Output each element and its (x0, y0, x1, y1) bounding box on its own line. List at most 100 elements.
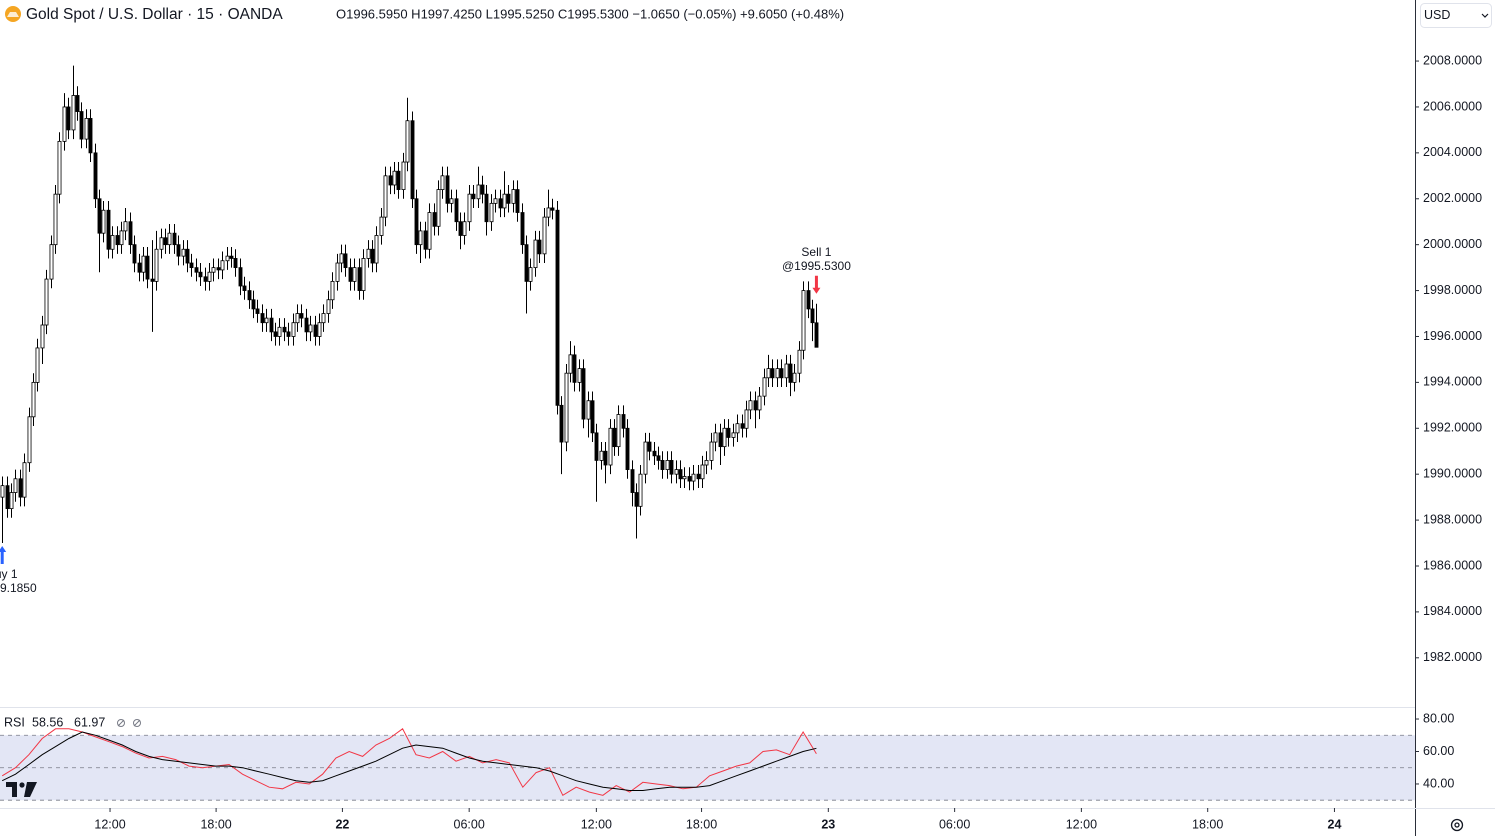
candle-body (207, 271, 212, 282)
candle-body (775, 368, 780, 379)
candle-body (9, 492, 14, 510)
candle-body (299, 313, 304, 319)
candle-body (388, 175, 393, 186)
indicator-icons[interactable] (117, 719, 141, 727)
candle-body (502, 193, 507, 209)
candle-body (128, 221, 133, 246)
symbol-icon-bars (7, 12, 19, 17)
candle-body (440, 175, 445, 190)
candle-body (594, 432, 599, 461)
candle-body (159, 237, 164, 250)
candle-body (462, 221, 467, 236)
y-tick-label: 2006.0000 (1423, 99, 1482, 113)
candle-body (163, 237, 168, 246)
candle-body (524, 244, 529, 282)
x-tick-label: 18:00 (1192, 817, 1223, 831)
candle-body (542, 216, 547, 255)
candle-body (57, 140, 62, 195)
candle-body (379, 216, 384, 236)
rsi-tick-label: 60.00 (1423, 744, 1454, 758)
currency-dropdown[interactable] (1420, 3, 1492, 28)
y-tick-label: 2004.0000 (1423, 145, 1482, 159)
candle-body (480, 184, 485, 195)
candle-body (797, 349, 802, 374)
candle-body (273, 331, 278, 337)
candle-body (348, 267, 353, 282)
candle-body (370, 248, 375, 264)
candle-body (321, 313, 326, 324)
candle-body (88, 118, 93, 154)
candle-body (735, 423, 740, 434)
candle-body (731, 432, 736, 438)
candle-body (506, 193, 511, 204)
candle-body (317, 322, 322, 337)
dropdown-caret[interactable] (1481, 13, 1489, 18)
candles (0, 65, 819, 544)
candle-body (79, 111, 84, 140)
candle-body (471, 193, 476, 200)
sell-price: @1995.5300 (782, 259, 851, 273)
y-tick-label: 1982.0000 (1423, 650, 1482, 664)
x-tick-label: 12:00 (581, 817, 612, 831)
candle-body (313, 324, 318, 337)
candle-body (35, 347, 40, 383)
candle-body (132, 244, 137, 264)
candle-body (691, 473, 696, 482)
settings-icon[interactable] (1450, 818, 1464, 832)
candle-body (520, 212, 525, 246)
candle-body (762, 377, 767, 397)
candle-body (115, 235, 120, 246)
candle-body (744, 409, 749, 429)
candle-body (150, 278, 155, 282)
candle-body (814, 322, 819, 348)
candle-body (84, 118, 89, 140)
candle-body (27, 416, 32, 464)
x-tick-label: 24 (1328, 817, 1342, 831)
candle-body (722, 427, 727, 448)
candle-body (13, 478, 18, 493)
currency-label[interactable]: USD (1424, 8, 1450, 22)
candle-body (277, 326, 282, 337)
axes: 1982.0000 1984.0000 1986.0000 1988.0000 1990… (94, 53, 1482, 831)
candle-body (748, 400, 753, 411)
candle-body (511, 189, 516, 204)
candle-body (643, 441, 648, 475)
candle-body (295, 313, 300, 324)
candle-body (66, 106, 71, 131)
candle-body (211, 267, 216, 273)
y-tick-label: 1994.0000 (1423, 375, 1482, 389)
buy-arrow (0, 546, 7, 565)
indicator-name[interactable]: RSI (4, 715, 25, 729)
y-tick-label: 1984.0000 (1423, 604, 1482, 618)
candle-body (784, 363, 789, 379)
indicator-ma-value: 61.97 (74, 715, 105, 729)
y-tick-label: 1996.0000 (1423, 329, 1482, 343)
candle-body (770, 368, 775, 379)
candle-body (198, 271, 203, 278)
x-tick-label: 12:00 (1066, 817, 1097, 831)
x-tick-label: 18:00 (200, 817, 231, 831)
candle-body (410, 120, 415, 200)
candle-body (445, 175, 450, 204)
candle-body (559, 404, 564, 443)
sell-arrow (812, 275, 821, 294)
candle-body (454, 198, 459, 223)
candle-body (0, 485, 5, 498)
candle-body (621, 414, 626, 429)
candle-body (590, 400, 595, 434)
tradingview-logo[interactable] (6, 782, 37, 797)
candle-body (106, 209, 111, 250)
candle-body (669, 460, 674, 475)
x-tick-label: 22 (335, 817, 349, 831)
candle-body (427, 212, 432, 250)
x-tick-label: 23 (821, 817, 835, 831)
candle-body (792, 372, 797, 383)
candle-body (458, 221, 463, 236)
candle-body (546, 207, 551, 218)
candle-body (414, 198, 419, 246)
candle-body (203, 276, 208, 282)
candle-body (550, 207, 555, 211)
symbol-title[interactable]: Gold Spot / U.S. Dollar · 15 · OANDA (26, 6, 283, 23)
candle-body (22, 462, 27, 498)
candle-body (176, 244, 181, 257)
